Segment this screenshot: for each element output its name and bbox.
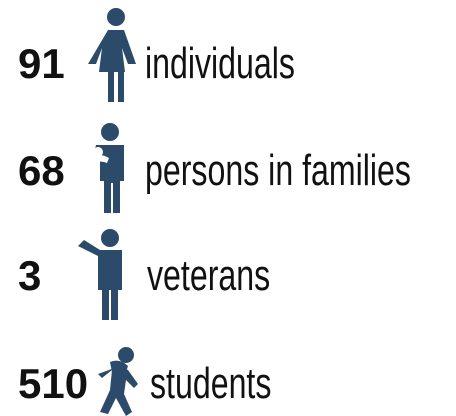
parent-icon (91, 123, 124, 213)
label: individuals (145, 39, 295, 88)
count: 68 (18, 147, 65, 194)
count: 3 (18, 252, 41, 299)
label: persons in families (145, 146, 411, 195)
count: 510 (18, 360, 88, 407)
veteran-icon (78, 229, 122, 320)
count: 91 (18, 40, 65, 87)
label: veterans (147, 251, 270, 300)
woman-icon (88, 8, 136, 102)
label: students (150, 359, 271, 408)
student-icon (98, 347, 138, 416)
